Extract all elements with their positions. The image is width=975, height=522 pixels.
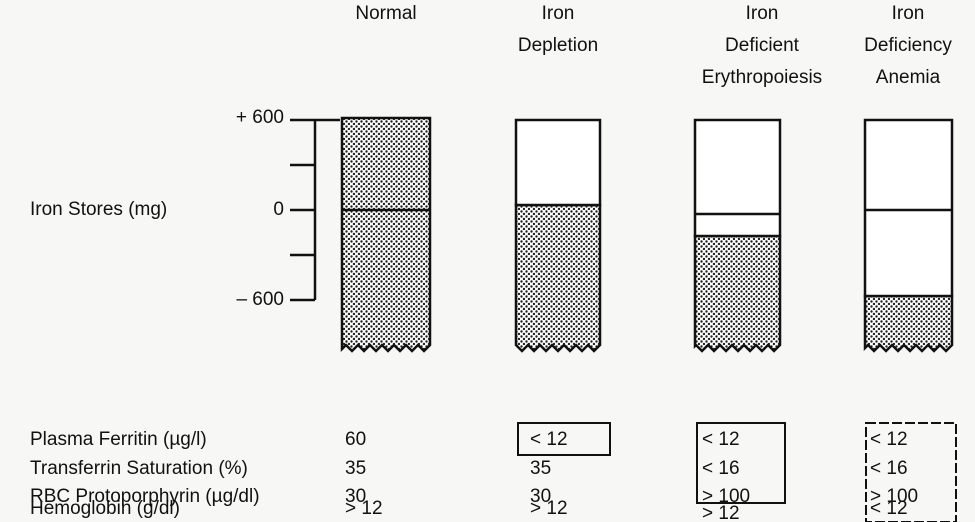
row-value: 35	[345, 458, 366, 479]
value-box	[517, 422, 611, 456]
column-title: Erythropoiesis	[702, 67, 822, 88]
row-label: Plasma Ferritin (µg/l)	[30, 429, 207, 450]
column-title: Deficiency	[864, 35, 952, 56]
row-value: < 12	[870, 498, 908, 519]
column-title: Iron	[892, 3, 925, 24]
row-value: 30	[530, 486, 551, 507]
axis-tick-label: + 600	[236, 107, 284, 128]
column-anemia	[863, 118, 954, 353]
column-title: Normal	[355, 3, 416, 24]
column-depletion	[514, 118, 602, 353]
column-title: Iron	[746, 3, 779, 24]
row-value: 60	[345, 429, 366, 450]
row-value: > 100	[702, 486, 750, 507]
column-title: Iron	[542, 3, 575, 24]
row-value: 30	[345, 486, 366, 507]
column-normal	[340, 116, 432, 353]
row-label: Hemoglobin (g/dl)	[30, 498, 180, 519]
axis-tick-label: 0	[273, 199, 284, 220]
axis-label: Iron Stores (mg)	[30, 199, 167, 220]
column-title: Anemia	[876, 67, 941, 88]
row-value: > 12	[530, 498, 568, 519]
row-value: < 12	[530, 429, 568, 450]
column-title: Depletion	[518, 35, 598, 56]
table: Plasma Ferritin (µg/l) 60 < 12 < 12 < 12 Tran…	[30, 429, 918, 522]
axis-tick-label: – 600	[236, 289, 284, 310]
column-headers: Normal Iron Depletion Iron Deficient Erythrop…	[355, 3, 952, 88]
column-erythropoiesis	[693, 118, 782, 353]
value-box	[696, 422, 786, 504]
value-box	[865, 422, 957, 522]
row-value: > 12	[345, 498, 383, 519]
row-value: < 16	[870, 458, 908, 479]
row-label: RBC Protoporphyrin (µg/dl)	[30, 486, 260, 507]
row-value: > 12	[702, 503, 740, 522]
column-title: Deficient	[725, 35, 800, 56]
row-value: < 16	[702, 458, 740, 479]
row-value: < 12	[870, 429, 908, 450]
row-value: > 100	[870, 486, 918, 507]
row-label: Transferrin Saturation (%)	[30, 458, 248, 479]
row-value: < 12	[702, 429, 740, 450]
row-value: 35	[530, 458, 551, 479]
